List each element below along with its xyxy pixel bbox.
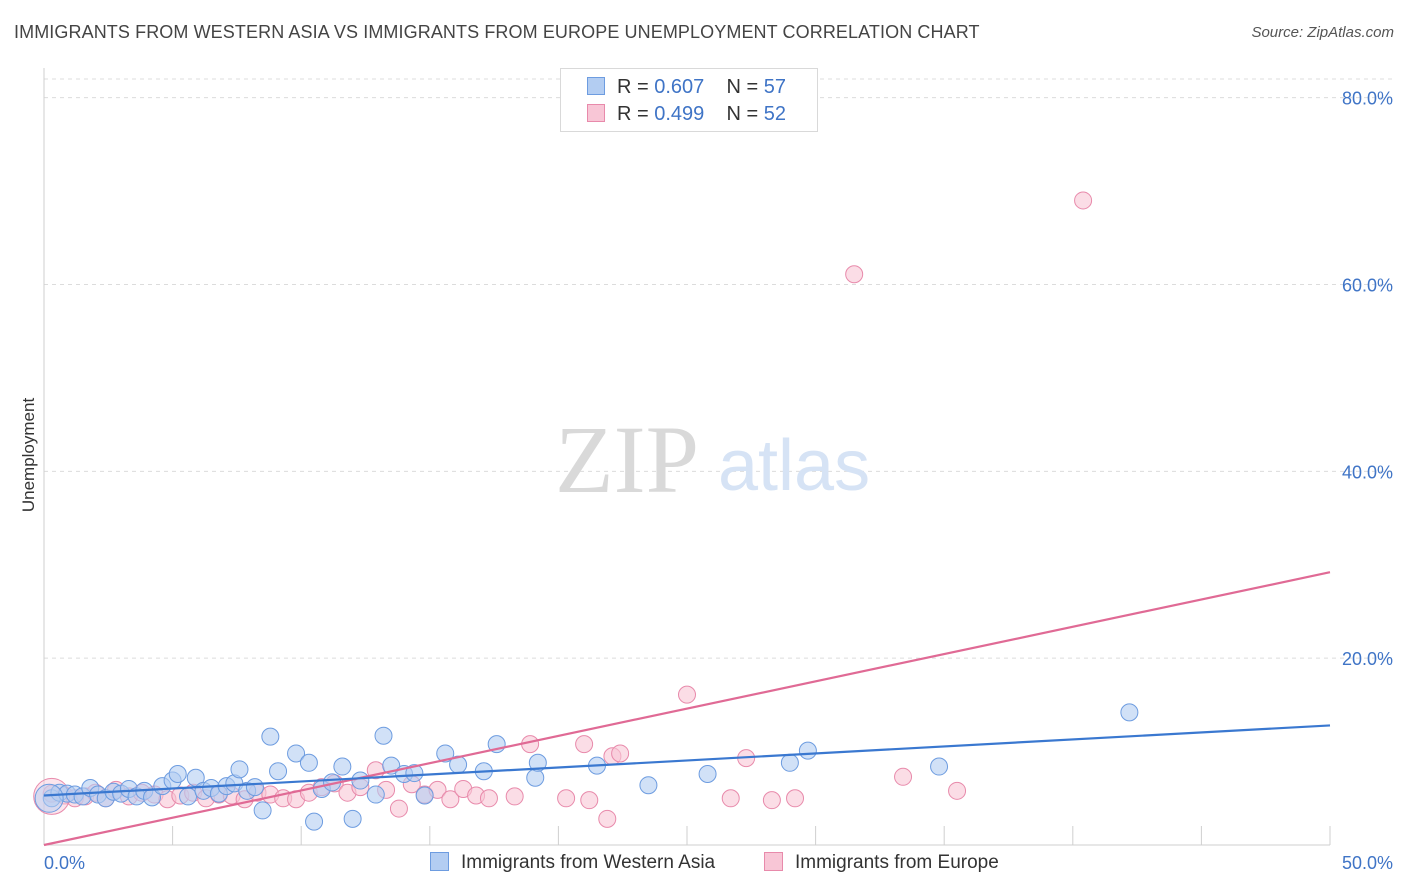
data-point-europe [678,685,696,704]
trend-lines [43,571,1331,847]
data-point-europe [389,799,408,818]
tick-labels: 20.0% 40.0% 60.0% 80.0% 0.0% 50.0% [44,89,1393,873]
data-point-europe [441,790,460,809]
data-point-western-asia [287,744,306,763]
data-point-western-asia [351,771,370,790]
data-point-western-asia [230,760,249,779]
y-tick-label: 40.0% [1342,462,1393,482]
bottom-legend-europe: Immigrants from Europe [764,852,999,874]
legend-r-label: R = [617,76,649,98]
watermark: ZIP atlas [555,406,870,513]
data-point-western-asia [1120,703,1139,722]
data-point-europe [721,789,740,808]
data-point-western-asia [366,785,385,804]
source-label: Source: ZipAtlas.com [1251,24,1394,41]
data-point-europe [611,744,630,763]
data-point-western-asia [798,741,817,760]
data-point-western-asia [343,809,362,828]
bottom-legend-label-blue: Immigrants from Western Asia [461,852,716,873]
bottom-legend-swatch-blue [430,852,449,871]
data-point-western-asia [415,786,434,805]
legend-n-label: N = [726,76,759,98]
data-point-western-asia [168,765,187,784]
data-point-western-asia [179,787,198,806]
bottom-legend-label-pink: Immigrants from Europe [795,852,999,873]
chart-title: IMMIGRANTS FROM WESTERN ASIA VS IMMIGRAN… [14,22,980,42]
data-point-western-asia [405,764,424,783]
data-point-europe [1074,191,1093,210]
data-point-western-asia [299,753,318,772]
data-point-western-asia [305,812,324,831]
data-point-europe [845,265,864,284]
data-point-western-asia-cluster [34,783,64,813]
axes [43,68,1331,846]
data-point-europe [580,791,599,810]
y-tick-label: 80.0% [1342,89,1393,109]
legend-n-label: N = [726,103,759,125]
data-point-europe [786,789,805,808]
data-point-europe [557,789,576,808]
data-point-western-asia [639,776,658,795]
legend-r-value-blue: 0.607 [654,76,705,98]
data-point-western-asia [780,753,799,772]
legend-r-label: R = [617,103,649,125]
data-point-europe [598,809,617,828]
bottom-legend-western-asia: Immigrants from Western Asia [430,852,715,874]
legend-swatch-pink [587,104,605,122]
y-tick-label: 60.0% [1342,276,1393,296]
x-tick-label: 50.0% [1342,853,1393,873]
data-point-europe [762,791,781,810]
data-point-western-asia [930,757,949,776]
data-point-western-asia [253,801,272,820]
watermark-atlas: atlas [718,426,870,506]
data-point-europe [575,735,594,754]
grid-lines [44,78,1394,659]
data-point-europe [948,781,967,800]
data-point-western-asia [528,753,547,772]
watermark-zip: ZIP [555,406,699,513]
data-point-western-asia [436,744,455,763]
data-point-europe [505,787,524,806]
y-tick-label: 20.0% [1342,649,1393,669]
data-point-western-asia [261,727,280,746]
legend-n-value-pink: 52 [763,103,787,125]
trend-line-europe [43,571,1331,847]
legend-r-value-pink: 0.499 [654,103,705,125]
x-tick-label: 0.0% [44,853,85,873]
trend-line-western-asia [43,724,1331,797]
legend-n-value-blue: 57 [763,76,787,98]
data-point-western-asia [333,757,352,776]
legend-swatch-blue [587,77,605,95]
bottom-legend-swatch-pink [764,852,783,871]
correlation-legend: R = 0.607 N = 57 R = 0.499 N = 52 [560,68,818,132]
data-point-europe [894,767,913,786]
data-point-western-asia [245,778,264,797]
data-point-western-asia [698,765,717,784]
data-point-western-asia [374,726,393,745]
data-point-western-asia [269,762,288,781]
data-point-western-asia [526,768,545,787]
y-axis-label: Unemployment [19,398,38,513]
data-point-europe [479,789,498,808]
